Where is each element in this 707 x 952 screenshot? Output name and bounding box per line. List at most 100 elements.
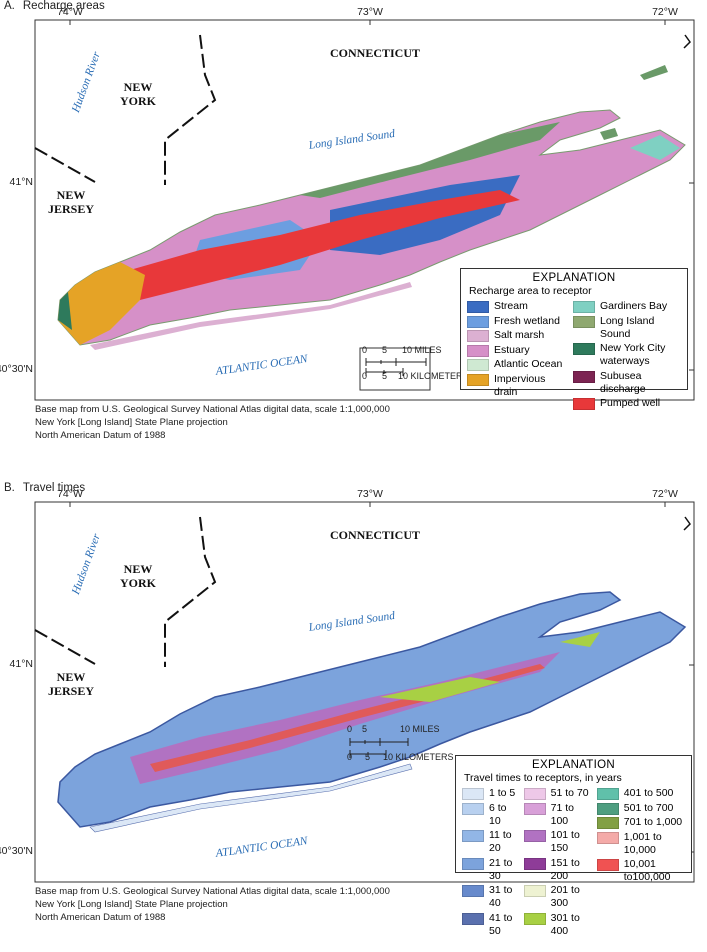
scale-label: 0 bbox=[347, 752, 353, 762]
bay-area bbox=[630, 135, 680, 160]
place-line: CONNECTICUT bbox=[330, 528, 421, 542]
legend-item: Impervious drain bbox=[467, 373, 567, 399]
state-label: NEW JERSEY bbox=[48, 188, 94, 216]
legend-swatch bbox=[596, 788, 619, 800]
legend-label: 6 to 10 bbox=[489, 801, 507, 827]
legend-item: 1 to 5 bbox=[462, 787, 518, 800]
legend-swatch bbox=[523, 802, 546, 815]
lon-label: 72°W bbox=[652, 488, 678, 500]
legend-column: 1 to 5 6 to 10 11 to 20 21 to 30 31 to 40 41 … bbox=[462, 787, 518, 939]
legend-item: 71 to 100 bbox=[523, 802, 591, 828]
legend-swatch bbox=[462, 830, 484, 842]
scale-label: 5 bbox=[382, 371, 388, 381]
legend-swatch bbox=[467, 315, 489, 328]
lat-label: 41°N bbox=[9, 658, 33, 670]
lat-label: 40°30'N bbox=[0, 845, 33, 857]
pumped-area bbox=[130, 190, 520, 300]
legend-label: 1 to 5 bbox=[489, 787, 516, 799]
legend-swatch bbox=[523, 788, 546, 800]
lon-label: 74°W bbox=[57, 488, 83, 500]
legend-item: Fresh wetland bbox=[467, 315, 567, 328]
base-note: North American Datum of 1988 bbox=[35, 430, 166, 441]
legend-label: 1,001 to 10,000 bbox=[623, 830, 662, 856]
drain-area bbox=[58, 262, 145, 345]
legend-item: Salt marsh bbox=[467, 329, 567, 342]
base-note: Base map from U.S. Geological Survey Nat… bbox=[35, 886, 390, 897]
scale-label: 5 bbox=[362, 724, 368, 734]
legend-swatch bbox=[462, 885, 484, 897]
place-line: YORK bbox=[120, 94, 156, 108]
legend-label: 11 to 20 bbox=[489, 829, 512, 854]
lat-label: 40°30'N bbox=[0, 363, 33, 375]
legend-item: Gardiners Bay bbox=[573, 300, 681, 313]
scale-bar bbox=[359, 347, 431, 391]
legend-swatch bbox=[573, 343, 595, 355]
legend-item: 301 to 400 bbox=[523, 911, 591, 938]
islands bbox=[600, 65, 668, 140]
legend-label: Pumped well bbox=[600, 397, 661, 409]
base-note: New York [Long Island] State Plane proje… bbox=[35, 417, 228, 428]
legend-column: 51 to 70 71 to 100 101 to 150 151 to 200 201… bbox=[523, 787, 591, 939]
legend-item: New York City waterways bbox=[573, 342, 681, 368]
legend-item: Long Island Sound bbox=[573, 315, 681, 341]
legend-item: Atlantic Ocean bbox=[467, 358, 567, 371]
scale-label: 10 MILES bbox=[402, 345, 442, 355]
legend-title: EXPLANATION bbox=[532, 272, 616, 284]
north-shore bbox=[300, 122, 560, 198]
legend-swatch bbox=[596, 802, 619, 815]
place-line: CONNECTICUT bbox=[330, 46, 421, 60]
legend-swatch bbox=[596, 831, 619, 844]
scale-label: 0 bbox=[347, 724, 353, 734]
scale-label: 10 KILOMETERS bbox=[383, 752, 454, 762]
legend-columns: 1 to 5 6 to 10 11 to 20 21 to 30 31 to 40 41 … bbox=[462, 787, 685, 939]
legend-swatch bbox=[523, 857, 546, 870]
legend-label: 201 to 300 bbox=[550, 884, 580, 909]
legend-label: 31 to 40 bbox=[489, 884, 513, 909]
legend-label: New York City waterways bbox=[600, 342, 666, 367]
legend-swatch bbox=[573, 370, 595, 383]
legend-item: Estuary bbox=[467, 344, 567, 357]
lon-label: 73°W bbox=[357, 6, 383, 18]
legend-item: 6 to 10 bbox=[462, 802, 518, 828]
legend-swatch bbox=[596, 817, 619, 829]
base-note: Base map from U.S. Geological Survey Nat… bbox=[35, 404, 390, 415]
legend-columns: Stream Fresh wetland Salt marsh Estuary Atla… bbox=[467, 300, 681, 412]
legend-swatch bbox=[467, 373, 489, 386]
mid-water bbox=[380, 632, 600, 702]
legend-label: Atlantic Ocean bbox=[494, 358, 563, 370]
place-line: JERSEY bbox=[48, 684, 95, 698]
legend-label: 41 to 50 bbox=[489, 911, 513, 937]
legend-label: 51 to 70 bbox=[550, 787, 589, 799]
legend-item: 41 to 50 bbox=[462, 912, 518, 938]
legend-subtitle: Recharge area to receptor bbox=[469, 285, 592, 297]
legend-label: Impervious drain bbox=[494, 372, 546, 398]
panel-label: A. bbox=[4, 0, 15, 12]
state-label: CONNECTICUT bbox=[330, 528, 420, 542]
legend-swatch bbox=[467, 359, 489, 371]
scale-bar bbox=[349, 738, 409, 758]
barrier-beach bbox=[89, 763, 413, 833]
legend-swatch bbox=[462, 788, 484, 800]
legend-item: 11 to 20 bbox=[462, 829, 518, 855]
panel-heading: B. Travel times bbox=[4, 482, 85, 494]
place-line: YORK bbox=[120, 576, 156, 590]
place-line: JERSEY bbox=[48, 202, 95, 216]
legend-swatch bbox=[467, 344, 489, 357]
place-line: NEW bbox=[56, 670, 86, 684]
legend-item: Pumped well bbox=[573, 397, 681, 410]
legend-item: Stream bbox=[467, 300, 567, 313]
scale-label: 10 KILOMETERS bbox=[398, 371, 469, 381]
legend-swatch bbox=[462, 857, 484, 870]
state-label: CONNECTICUT bbox=[330, 46, 420, 60]
legend-item: 10,001 to100,000 bbox=[596, 858, 685, 884]
legend-label: 101 to 150 bbox=[550, 829, 580, 854]
legend-label: 301 to 400 bbox=[550, 911, 580, 937]
legend-label: Gardiners Bay bbox=[600, 300, 668, 312]
legend-column: Gardiners Bay Long Island Sound New York C… bbox=[573, 300, 681, 412]
lat-label: 41°N bbox=[9, 176, 33, 188]
legend-swatch bbox=[523, 885, 546, 897]
legend-swatch bbox=[523, 830, 546, 842]
